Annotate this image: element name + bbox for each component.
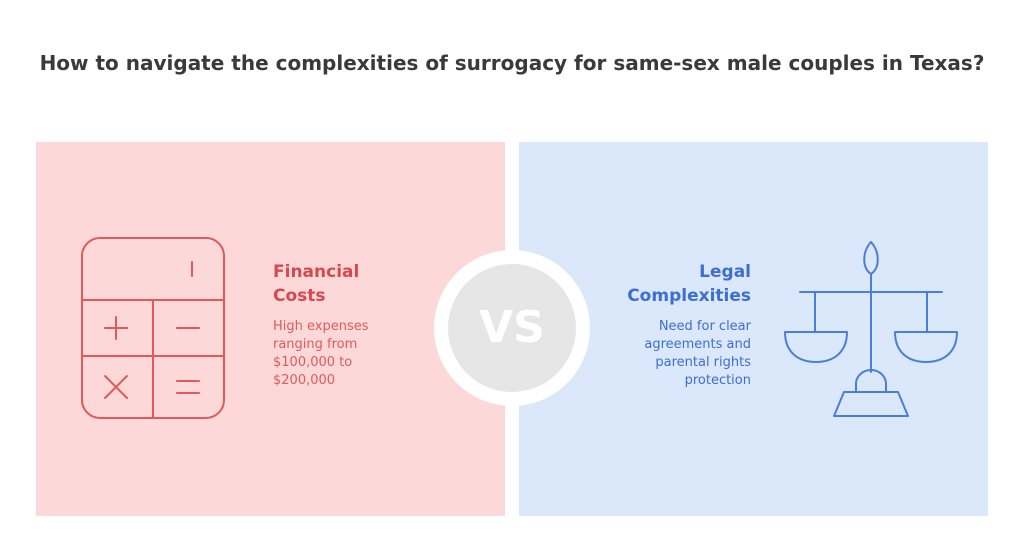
calculator-icon (81, 237, 225, 419)
right-description: Need for clear agreements and parental r… (644, 319, 751, 388)
left-description: High expenses ranging from $100,000 to $… (273, 319, 369, 388)
vs-circle (448, 264, 576, 392)
right-panel (519, 142, 988, 516)
left-heading: Financial Costs (273, 262, 360, 306)
title: How to navigate the complexities of surr… (39, 51, 985, 75)
vs-label: VS (479, 302, 545, 353)
right-heading: Legal Complexities (627, 262, 751, 306)
scales-icon (784, 241, 958, 417)
